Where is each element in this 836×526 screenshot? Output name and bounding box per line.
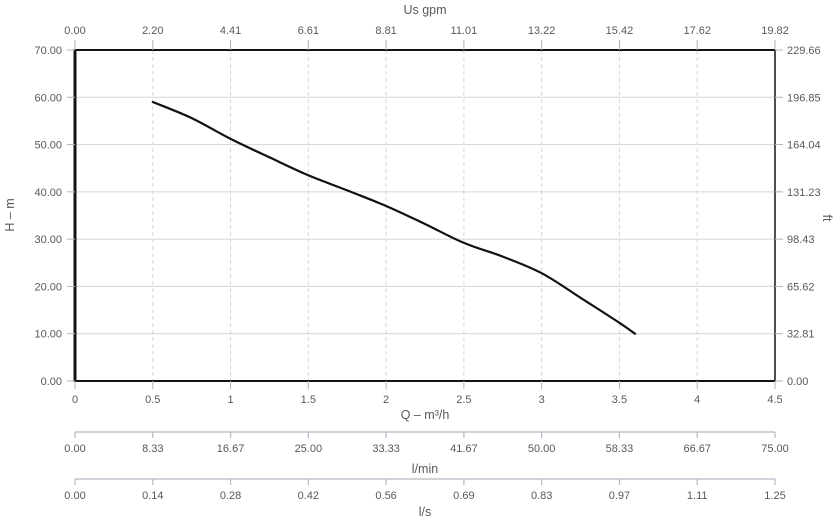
lmin-axis-tick-label: 8.33 bbox=[142, 443, 163, 455]
performance-curve bbox=[151, 100, 637, 335]
bottom-axis-title: Q – m³/h bbox=[400, 408, 450, 422]
bottom-axis-tick-label: 4 bbox=[694, 394, 700, 406]
lmin-axis-tick-label: 25.00 bbox=[295, 443, 323, 455]
right-axis-tick-label: 32.81 bbox=[787, 329, 815, 341]
right-axis-tick-label: 196.85 bbox=[787, 92, 821, 104]
right-axis-tick-label: 65.62 bbox=[787, 281, 815, 293]
ls-axis-tick-label: 0.83 bbox=[531, 490, 552, 502]
bottom-axis-tick-label: 0.5 bbox=[145, 394, 160, 406]
bottom-axis-tick-label: 1.5 bbox=[301, 394, 316, 406]
ls-axis-tick-label: 0.00 bbox=[64, 490, 85, 502]
lmin-axis-tick-label: 0.00 bbox=[64, 443, 85, 455]
left-axis-tick-label: 20.00 bbox=[34, 281, 62, 293]
lmin-axis-tick-label: 16.67 bbox=[217, 443, 245, 455]
lmin-axis-tick-label: 75.00 bbox=[761, 443, 789, 455]
top-axis-tick-label: 17.62 bbox=[683, 25, 711, 37]
top-axis-tick-label: 11.01 bbox=[451, 25, 478, 37]
right-axis-tick-label: 229.66 bbox=[787, 45, 821, 57]
lmin-axis-tick-label: 66.67 bbox=[683, 443, 711, 455]
ls-axis-tick-label: 1.25 bbox=[764, 490, 785, 502]
ls-axis-tick-label: 0.69 bbox=[453, 490, 474, 502]
top-axis-tick-label: 2.20 bbox=[142, 25, 163, 37]
right-axis-tick-label: 98.43 bbox=[787, 234, 815, 246]
top-axis-tick-label: 13.22 bbox=[528, 25, 556, 37]
ls-axis-title: l/s bbox=[418, 505, 432, 519]
top-axis-tick-label: 6.61 bbox=[298, 25, 319, 37]
ls-axis-tick-label: 1.11 bbox=[687, 490, 708, 502]
left-axis-tick-label: 60.00 bbox=[34, 92, 62, 104]
right-axis-tick-label: 164.04 bbox=[787, 140, 821, 152]
lmin-axis-title: l/min bbox=[411, 462, 439, 476]
bottom-axis-tick-label: 2.5 bbox=[456, 394, 471, 406]
top-axis-tick-label: 0.00 bbox=[64, 25, 85, 37]
left-axis-tick-label: 50.00 bbox=[34, 140, 62, 152]
lmin-axis-tick-label: 50.00 bbox=[528, 443, 556, 455]
left-axis-tick-label: 30.00 bbox=[34, 234, 62, 246]
left-axis-tick-label: 0.00 bbox=[41, 376, 62, 388]
right-axis-tick-label: 131.23 bbox=[787, 187, 821, 199]
ls-axis-tick-label: 0.28 bbox=[220, 490, 241, 502]
top-axis-tick-label: 4.41 bbox=[220, 25, 241, 37]
ls-axis-tick-label: 0.56 bbox=[375, 490, 396, 502]
ls-axis-tick-label: 0.14 bbox=[142, 490, 163, 502]
left-axis-tick-label: 10.00 bbox=[34, 329, 62, 341]
lmin-axis-tick-label: 58.33 bbox=[606, 443, 634, 455]
left-axis-tick-label: 40.00 bbox=[34, 187, 62, 199]
ls-axis-tick-label: 0.42 bbox=[298, 490, 319, 502]
bottom-axis-tick-label: 4.5 bbox=[767, 394, 782, 406]
bottom-axis-tick-label: 3 bbox=[539, 394, 545, 406]
bottom-axis-tick-label: 3.5 bbox=[612, 394, 627, 406]
bottom-axis-tick-label: 2 bbox=[383, 394, 389, 406]
top-axis-tick-label: 8.81 bbox=[375, 25, 396, 37]
bottom-axis-tick-label: 1 bbox=[227, 394, 233, 406]
right-axis-tick-label: 0.00 bbox=[787, 376, 808, 388]
lmin-axis-tick-label: 41.67 bbox=[450, 443, 478, 455]
top-axis-tick-label: 15.42 bbox=[606, 25, 634, 37]
left-axis-tick-label: 70.00 bbox=[34, 45, 62, 57]
top-axis-tick-label: 19.82 bbox=[761, 25, 789, 37]
top-axis-title: Us gpm bbox=[403, 3, 447, 17]
bottom-axis-tick-label: 0 bbox=[72, 394, 78, 406]
ls-axis-tick-label: 0.97 bbox=[609, 490, 630, 502]
lmin-axis-tick-label: 33.33 bbox=[372, 443, 400, 455]
